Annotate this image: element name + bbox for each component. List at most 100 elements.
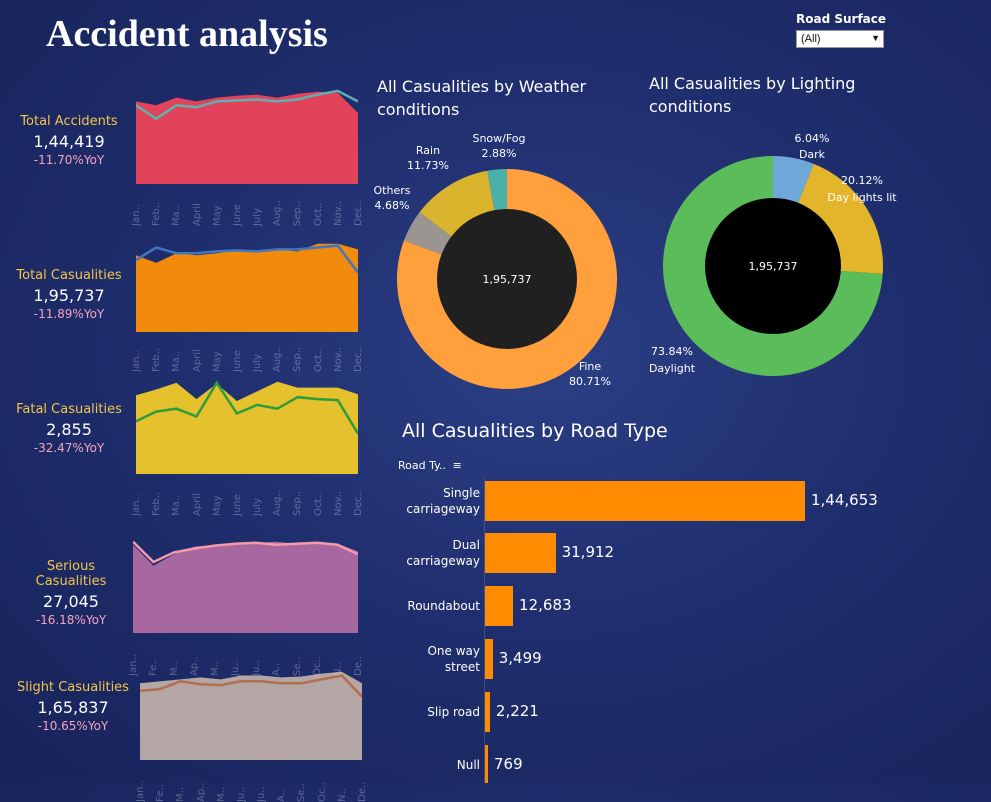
month-tick-label: Jan.. xyxy=(131,350,142,372)
donut-label-line2: Daylight xyxy=(649,362,696,375)
month-tick-label: Ju.. xyxy=(230,660,242,676)
kpi-label: Serious Casualities xyxy=(35,559,107,589)
donut-label-line2: Dark xyxy=(799,148,826,161)
donut-slice-others[interactable] xyxy=(404,212,453,256)
kpi-total-casualties: Total Casualities 1,95,737 -11.89%YoY xyxy=(9,268,129,321)
month-tick-label: Ap.. xyxy=(195,782,207,802)
road-chart-title: All Casualities by Road Type xyxy=(402,420,668,442)
month-tick-label: Ap.. xyxy=(189,656,201,676)
kpi-slight-casualties: Slight Casualities 1,65,837 -10.65%YoY xyxy=(13,680,133,733)
kpi-fatal-casualties: Fatal Casualities 2,855 -32.47%YoY xyxy=(9,402,129,455)
month-tick-label: April xyxy=(191,203,203,226)
month-tick-label: M.. xyxy=(168,661,180,676)
donut-label-line2: Day lights lit xyxy=(827,191,897,204)
kpi-yoy: -32.47%YoY xyxy=(33,441,105,455)
sparkline-total-accidents xyxy=(136,89,358,184)
sparkline-area xyxy=(140,671,362,760)
month-tick-label: Sep.. xyxy=(292,346,304,372)
sparkline-trend xyxy=(136,380,358,435)
road-category-line1: One way xyxy=(427,644,480,658)
road-category-label: One way street xyxy=(398,643,480,675)
month-tick-label: July xyxy=(252,354,264,372)
page-title: Accident analysis xyxy=(46,13,328,55)
chevron-down-icon[interactable]: ▼ xyxy=(871,33,880,43)
kpi-total-accidents: Total Accidents 1,44,419 -11.70%YoY xyxy=(9,114,129,167)
road-bar-value: 2,221 xyxy=(495,702,539,720)
bar-axis xyxy=(484,478,485,783)
kpi-value: 1,44,419 xyxy=(33,132,105,151)
sparkline-serious-casualties xyxy=(133,540,358,633)
month-tick-label: Ju.. xyxy=(250,660,262,676)
month-tick-label: N.. xyxy=(336,788,348,802)
donut-slice-rain[interactable] xyxy=(419,170,495,238)
month-tick-label: De.. xyxy=(353,655,364,676)
month-tick-label: Ju.. xyxy=(235,786,247,802)
month-tick-label: M.. xyxy=(175,787,187,802)
month-tick-label: Aug.. xyxy=(272,490,284,516)
road-bar-value: 769 xyxy=(494,755,523,773)
road-category-line2: street xyxy=(444,660,480,674)
road-type-header[interactable]: Road Ty.. ≡ xyxy=(398,459,462,472)
month-tick-label: De.. xyxy=(357,781,368,802)
donut-label-line1: 6.04% xyxy=(795,132,830,145)
month-tick-label: Nov.. xyxy=(332,490,344,516)
sort-icon[interactable]: ≡ xyxy=(452,459,462,472)
road-category-line2: carriageway xyxy=(406,502,480,516)
sparkline-trend xyxy=(133,540,358,564)
filter-value: (All) xyxy=(801,33,821,45)
month-tick-label: Aug.. xyxy=(272,200,284,226)
road-bar[interactable] xyxy=(485,533,556,573)
road-category-line1: Null xyxy=(456,758,480,772)
road-bar-value: 1,44,653 xyxy=(811,491,878,509)
donut-slice-fine[interactable] xyxy=(397,169,617,389)
month-tick-label: Oct.. xyxy=(312,202,324,226)
donut-slice-daylight[interactable] xyxy=(663,156,883,376)
road-bar[interactable] xyxy=(485,481,805,521)
month-tick-label: Oct.. xyxy=(312,492,324,516)
month-tick-label: Se.. xyxy=(296,783,308,802)
sparkline-trend xyxy=(140,674,362,698)
donut-slice-dark[interactable] xyxy=(773,156,814,205)
donut-center xyxy=(437,209,577,349)
month-tick-label: Jan.. xyxy=(135,780,146,802)
kpi-label: Total Casualities xyxy=(16,268,122,283)
month-tick-label: Feb.. xyxy=(151,347,163,372)
month-tick-label: April xyxy=(191,349,203,372)
donut-label-line1: Others xyxy=(374,184,411,197)
road-category-label: Roundabout xyxy=(398,598,480,614)
donut-label-line1: Snow/Fog xyxy=(472,132,525,145)
month-tick-label: N.. xyxy=(332,662,344,676)
donut-slice-day-lights-lit[interactable] xyxy=(797,163,883,275)
kpi-yoy: -11.89%YoY xyxy=(33,307,105,321)
donut-slice-snow-fog[interactable] xyxy=(487,169,507,213)
lighting-donut-chart: 1,95,737 6.04% Dark 20.12% Day lights lit 73.… xyxy=(649,132,897,376)
donut-label-line2: 2.88% xyxy=(482,147,517,160)
lighting-chart-title: All Casualities by Lighting conditions xyxy=(649,74,856,116)
month-tick-label: Sep.. xyxy=(292,490,304,516)
sparkline-area xyxy=(136,243,358,332)
road-category-line1: Roundabout xyxy=(407,599,480,613)
month-tick-label: Ju.. xyxy=(256,786,268,802)
road-bar-value: 12,683 xyxy=(519,596,572,614)
road-bar[interactable] xyxy=(485,692,490,732)
road-surface-filter: Road Surface (All) ▼ xyxy=(796,12,886,48)
road-bar[interactable] xyxy=(485,586,514,626)
road-bar[interactable] xyxy=(485,745,488,783)
road-bar[interactable] xyxy=(485,639,493,679)
month-tick-label: Feb.. xyxy=(151,491,163,516)
month-tick-label: A.. xyxy=(276,788,288,802)
month-tick-label: June xyxy=(231,204,243,226)
donut-label-line2: 4.68% xyxy=(375,199,410,212)
donut-label-line1: 73.84% xyxy=(651,345,693,358)
month-tick-label: Dec.. xyxy=(353,490,364,516)
month-tick-label: Oc.. xyxy=(312,656,324,676)
month-tick-label: July xyxy=(252,498,264,516)
month-tick-label: Jan.. xyxy=(128,654,139,676)
road-surface-select[interactable]: (All) ▼ xyxy=(796,30,884,48)
month-tick-label: June xyxy=(231,350,243,372)
kpi-yoy: -10.65%YoY xyxy=(37,719,109,733)
sparkline-trend xyxy=(136,244,358,274)
month-tick-label: Oct.. xyxy=(312,348,324,372)
kpi-label: Slight Casualities xyxy=(17,680,129,695)
month-tick-label: Sep.. xyxy=(292,200,304,226)
